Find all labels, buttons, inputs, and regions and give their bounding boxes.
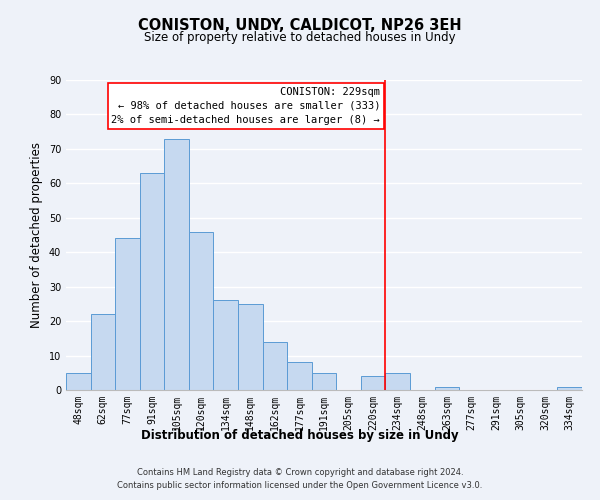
- Bar: [361, 376, 385, 390]
- Bar: [91, 314, 115, 390]
- Text: CONISTON, UNDY, CALDICOT, NP26 3EH: CONISTON, UNDY, CALDICOT, NP26 3EH: [138, 18, 462, 32]
- Bar: [238, 304, 263, 390]
- Text: Distribution of detached houses by size in Undy: Distribution of detached houses by size …: [141, 428, 459, 442]
- Bar: [263, 342, 287, 390]
- Bar: [140, 173, 164, 390]
- Bar: [164, 138, 189, 390]
- Bar: [189, 232, 214, 390]
- Text: Contains public sector information licensed under the Open Government Licence v3: Contains public sector information licen…: [118, 482, 482, 490]
- Bar: [434, 386, 459, 390]
- Bar: [66, 373, 91, 390]
- Bar: [214, 300, 238, 390]
- Text: Size of property relative to detached houses in Undy: Size of property relative to detached ho…: [144, 31, 456, 44]
- Y-axis label: Number of detached properties: Number of detached properties: [30, 142, 43, 328]
- Bar: [557, 386, 582, 390]
- Bar: [385, 373, 410, 390]
- Bar: [287, 362, 312, 390]
- Text: Contains HM Land Registry data © Crown copyright and database right 2024.: Contains HM Land Registry data © Crown c…: [137, 468, 463, 477]
- Text: CONISTON: 229sqm
← 98% of detached houses are smaller (333)
2% of semi-detached : CONISTON: 229sqm ← 98% of detached house…: [111, 87, 380, 125]
- Bar: [312, 373, 336, 390]
- Bar: [115, 238, 140, 390]
